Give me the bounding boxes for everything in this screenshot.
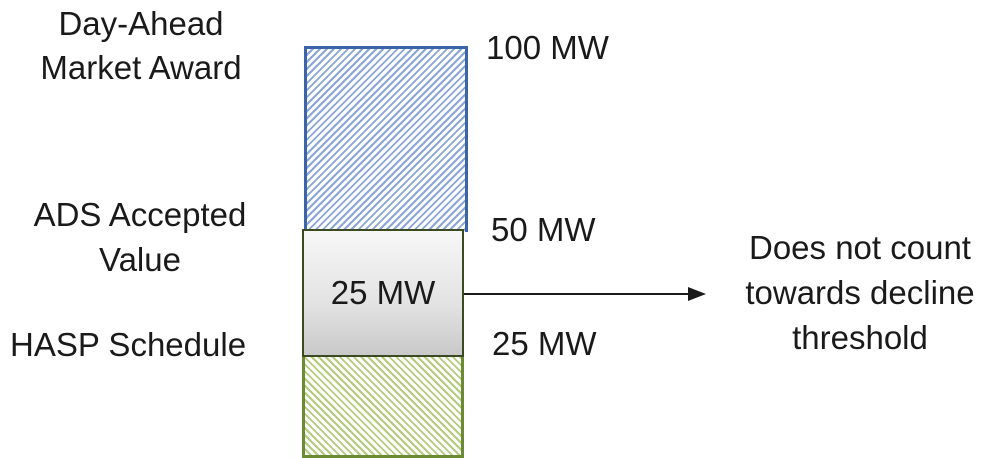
value-50-mw: 50 MW (491, 211, 596, 248)
ads-accepted-segment (302, 229, 464, 357)
day-ahead-award-segment (304, 46, 468, 232)
hasp-schedule-segment (302, 357, 464, 458)
ads-accepted-label-line1: ADS Accepted (33, 196, 247, 233)
ads-segment-value: 25 MW (330, 274, 436, 311)
value-25-mw: 25 MW (492, 325, 597, 362)
arrow-right-icon (464, 287, 706, 301)
day-ahead-label-line1: Day-Ahead (58, 5, 224, 42)
hasp-schedule-label: HASP Schedule (10, 326, 247, 363)
value-100-mw: 100 MW (486, 29, 609, 66)
day-ahead-label-line2: Market Award (40, 49, 242, 86)
note-line2: towards decline (745, 274, 975, 311)
note-line3: threshold (792, 319, 928, 356)
note-line1: Does not count (749, 229, 971, 266)
ads-accepted-label-line2: Value (99, 241, 181, 278)
